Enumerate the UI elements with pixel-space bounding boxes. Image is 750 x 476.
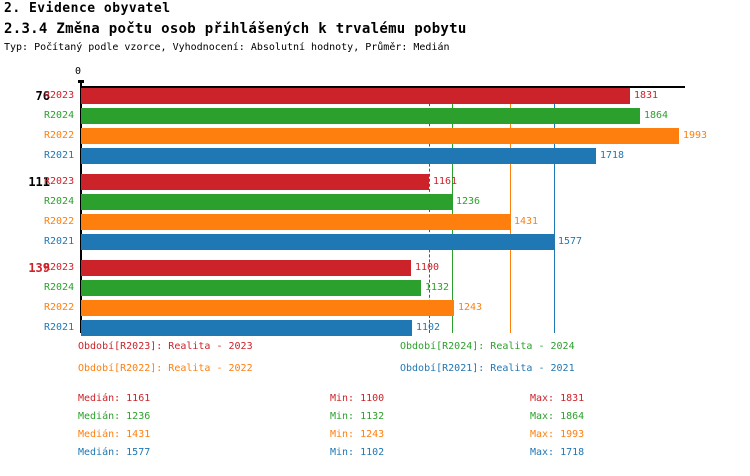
bar-row-label-R2024: R2024 <box>44 196 75 207</box>
bar-value-label: 1161 <box>433 176 458 187</box>
stat-min: Min: 1100 <box>330 393 385 404</box>
bar-row: R2022 1243 <box>0 300 750 316</box>
bar-value-label: 1100 <box>415 262 440 273</box>
axis-top-line <box>80 86 685 88</box>
bar-R2024[interactable] <box>81 194 452 210</box>
bar-value-label: 1831 <box>634 90 659 101</box>
bar-value-label: 1993 <box>683 130 708 141</box>
bar-row: R2021 1718 <box>0 148 750 164</box>
bar-row: R2021 1102 <box>0 320 750 336</box>
bar-value-label: 1243 <box>458 302 483 313</box>
bar-row: R2023 1161 <box>0 174 750 190</box>
bar-R2022[interactable] <box>81 214 510 230</box>
bar-R2024[interactable] <box>81 280 421 296</box>
stat-median: Medián: 1431 <box>78 429 151 440</box>
stat-max: Max: 1831 <box>530 393 585 404</box>
stat-min: Min: 1243 <box>330 429 385 440</box>
bar-value-label: 1718 <box>600 150 625 161</box>
bar-row-label-R2023: R2023 <box>44 176 75 187</box>
bar-R2023[interactable] <box>81 174 429 190</box>
bar-value-label: 1864 <box>644 110 669 121</box>
bar-R2021[interactable] <box>81 148 596 164</box>
bar-row: R2022 1993 <box>0 128 750 144</box>
bar-row-label-R2024: R2024 <box>44 110 75 121</box>
bar-value-label: 1431 <box>514 216 539 227</box>
axis-zero-label: 0 <box>75 66 82 77</box>
bar-R2023[interactable] <box>81 260 411 276</box>
bar-value-label: 1236 <box>456 196 481 207</box>
bar-row-label-R2022: R2022 <box>44 302 75 313</box>
stat-max: Max: 1993 <box>530 429 585 440</box>
bar-row-label-R2021: R2021 <box>44 236 75 247</box>
stat-min: Min: 1102 <box>330 447 385 458</box>
refline-median-r2022 <box>510 88 511 333</box>
refline-median-r2021 <box>554 88 555 333</box>
page-title: 2.3.4 Změna počtu osob přihlášených k tr… <box>4 21 467 37</box>
legend-item: Období[R2022]: Realita - 2022 <box>78 363 253 374</box>
bar-R2022[interactable] <box>81 300 454 316</box>
legend-item: Období[R2024]: Realita - 2024 <box>400 341 575 352</box>
bar-row: R2024 1236 <box>0 194 750 210</box>
bar-row: R2021 1577 <box>0 234 750 250</box>
stat-median: Medián: 1577 <box>78 447 151 458</box>
bar-R2021[interactable] <box>81 234 554 250</box>
section-heading: 2. Evidence obyvatel <box>4 1 171 16</box>
bar-row: R2023 1100 <box>0 260 750 276</box>
bar-value-label: 1577 <box>558 236 583 247</box>
legend-item: Období[R2021]: Realita - 2021 <box>400 363 575 374</box>
bar-R2022[interactable] <box>81 128 679 144</box>
bar-row-label-R2023: R2023 <box>44 262 75 273</box>
bar-row-label-R2021: R2021 <box>44 150 75 161</box>
refline-median-r2024 <box>452 88 453 333</box>
bar-row-label-R2023: R2023 <box>44 90 75 101</box>
bar-value-label: 1132 <box>425 282 450 293</box>
bar-row: R2023 1831 <box>0 88 750 104</box>
group-label-111: 111 <box>28 175 50 189</box>
group-label-76: 76 <box>35 89 50 103</box>
bar-row: R2024 1132 <box>0 280 750 296</box>
group-label-139: 139 <box>28 261 50 275</box>
bar-R2021[interactable] <box>81 320 412 336</box>
stat-median: Medián: 1236 <box>78 411 151 422</box>
chart-subtitle: Typ: Počítaný podle vzorce, Vyhodnocení:… <box>4 42 450 53</box>
stat-min: Min: 1132 <box>330 411 385 422</box>
bar-row-label-R2024: R2024 <box>44 282 75 293</box>
stat-max: Max: 1718 <box>530 447 585 458</box>
bar-row: R2024 1864 <box>0 108 750 124</box>
axis-zero-tick <box>78 80 84 83</box>
bar-row: R2022 1431 <box>0 214 750 230</box>
bar-row-label-R2021: R2021 <box>44 322 75 333</box>
bar-row-label-R2022: R2022 <box>44 216 75 227</box>
bar-R2024[interactable] <box>81 108 640 124</box>
refline-median-r2023 <box>429 88 430 333</box>
bar-value-label: 1102 <box>416 322 441 333</box>
legend-item: Období[R2023]: Realita - 2023 <box>78 341 253 352</box>
bar-R2023[interactable] <box>81 88 630 104</box>
bar-row-label-R2022: R2022 <box>44 130 75 141</box>
stat-max: Max: 1864 <box>530 411 585 422</box>
stat-median: Medián: 1161 <box>78 393 151 404</box>
